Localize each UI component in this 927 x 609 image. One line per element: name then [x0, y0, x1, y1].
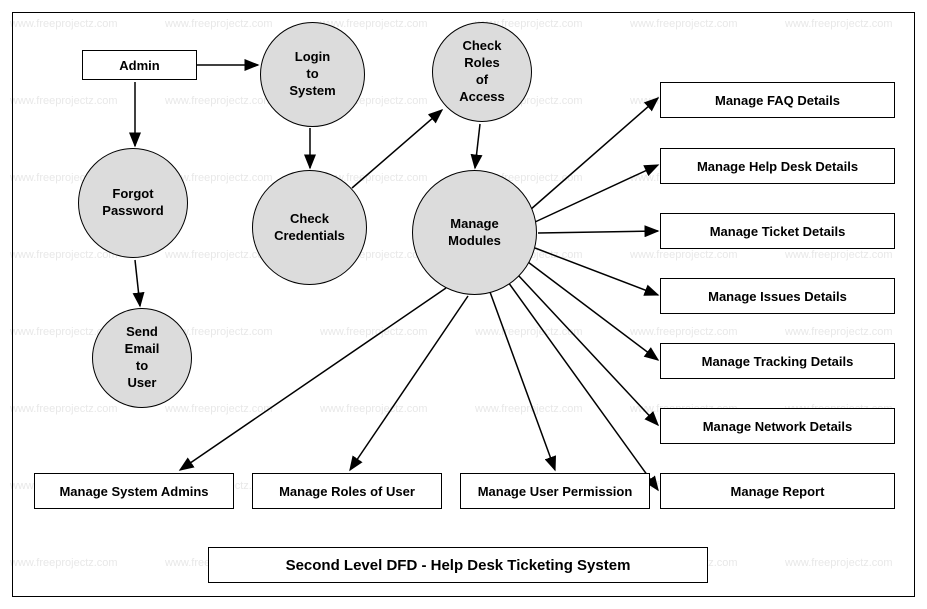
node-report: Manage Report	[660, 473, 895, 509]
node-userperm: Manage User Permission	[460, 473, 650, 509]
node-checkcred: CheckCredentials	[252, 170, 367, 285]
node-modules: ManageModules	[412, 170, 537, 295]
node-sendemail: SendEmailtoUser	[92, 308, 192, 408]
node-tracking: Manage Tracking Details	[660, 343, 895, 379]
node-issues: Manage Issues Details	[660, 278, 895, 314]
node-faq: Manage FAQ Details	[660, 82, 895, 118]
node-admin: Admin	[82, 50, 197, 80]
node-helpdesk: Manage Help Desk Details	[660, 148, 895, 184]
node-sysadmins: Manage System Admins	[34, 473, 234, 509]
node-ticket: Manage Ticket Details	[660, 213, 895, 249]
node-forgot: ForgotPassword	[78, 148, 188, 258]
node-checkroles: CheckRolesofAccess	[432, 22, 532, 122]
diagram-title: Second Level DFD - Help Desk Ticketing S…	[208, 547, 708, 583]
node-rolesuser: Manage Roles of User	[252, 473, 442, 509]
node-login: LogintoSystem	[260, 22, 365, 127]
node-network: Manage Network Details	[660, 408, 895, 444]
